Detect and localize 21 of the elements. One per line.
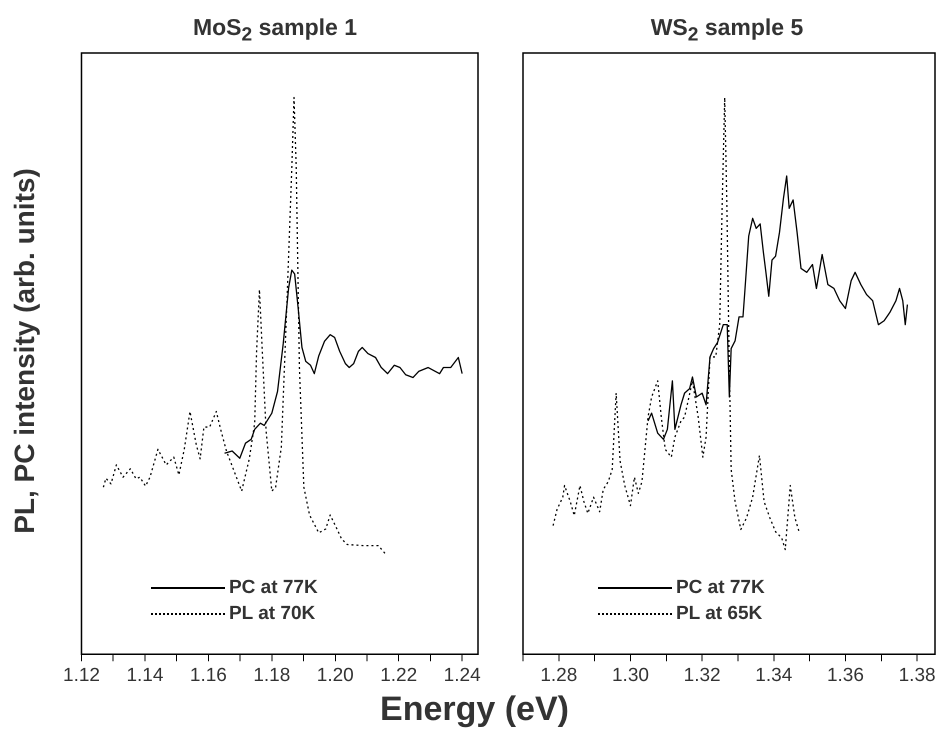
- x-tick-label: 1.34: [755, 664, 793, 686]
- x-tick-label: 1.18: [253, 664, 290, 686]
- x-tick-label: 1.22: [380, 664, 418, 686]
- legend-label: PL at 65K: [676, 603, 762, 625]
- x-axis-title: Energy (eV): [379, 690, 570, 729]
- x-tick-label: 1.20: [316, 664, 354, 686]
- chart-title: MoS$_{2}$ sample 1: [192, 14, 358, 47]
- x-tick-label: 1.28: [540, 664, 578, 686]
- x-tick-label: 1.16: [190, 664, 227, 686]
- x-tick-label: 1.36: [826, 664, 864, 686]
- x-tick-label: 1.32: [684, 664, 721, 686]
- legend-label: PL at 70K: [229, 603, 316, 625]
- chart-title: WS$_{2}$ sample 5: [650, 14, 804, 47]
- x-tick-label: 1.24: [444, 664, 482, 686]
- x-tick-label: 1.12: [63, 664, 100, 686]
- x-tick-label: 1.30: [612, 664, 649, 686]
- legend-label: PC at 77K: [229, 577, 318, 599]
- y-axis-title: PL, PC intensity (arb. units): [9, 167, 41, 536]
- x-tick-label: 1.38: [898, 664, 936, 686]
- x-tick-label: 1.14: [126, 664, 164, 686]
- legend-label: PC at 77K: [676, 577, 765, 599]
